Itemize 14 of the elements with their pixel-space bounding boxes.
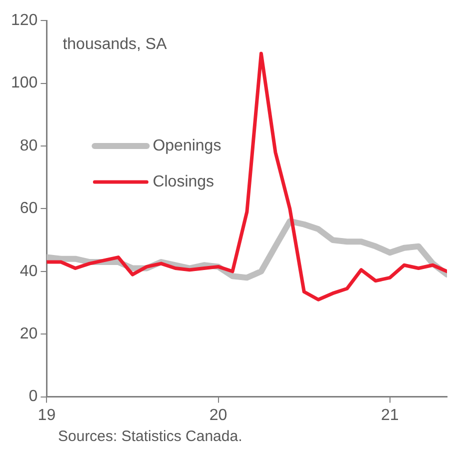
legend-label: Openings [152, 137, 222, 154]
y-axis-title: thousands, SA [62, 36, 168, 54]
x-tick-label: 21 [380, 406, 399, 424]
source-note: Sources: Statistics Canada. [58, 428, 244, 445]
y-tick-label: 20 [20, 326, 38, 343]
x-tick-label: 20 [209, 406, 228, 424]
y-tick-label: 120 [10, 12, 38, 30]
legend-label: Closings [152, 173, 214, 190]
y-tick-label: 100 [10, 74, 38, 92]
y-tick-label: 40 [20, 262, 38, 280]
y-tick-label: 80 [20, 137, 38, 154]
y-tick-label: 60 [20, 200, 38, 218]
y-tick-label: 0 [28, 388, 38, 406]
x-tick-label: 19 [38, 406, 56, 424]
